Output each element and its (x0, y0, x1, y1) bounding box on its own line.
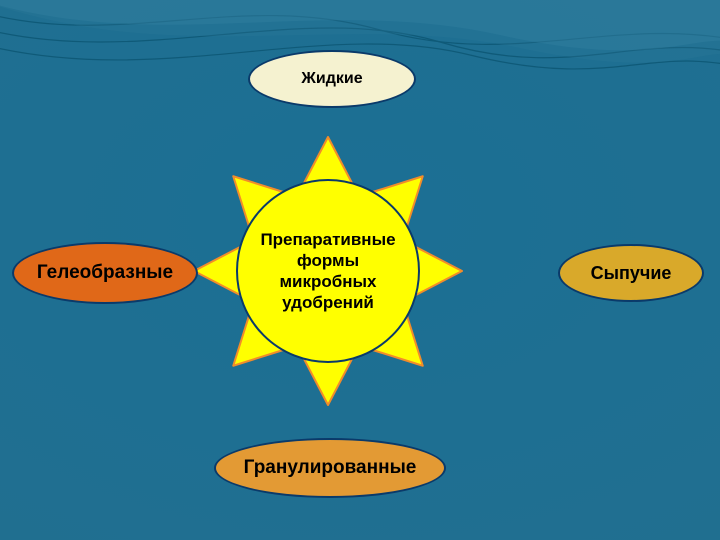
node-top-label: Жидкие (301, 70, 362, 88)
center-label: Препаративныеформымикробныхудобрений (260, 229, 395, 314)
slide: Препаративныеформымикробныхудобрений Жид… (0, 0, 720, 540)
node-left: Гелеобразные (12, 242, 198, 304)
node-left-label: Гелеобразные (37, 262, 173, 284)
node-right-label: Сыпучие (591, 263, 672, 284)
node-top: Жидкие (248, 50, 416, 108)
center-sun: Препаративныеформымикробныхудобрений (236, 179, 420, 363)
node-bottom: Гранулированные (214, 438, 446, 498)
node-right: Сыпучие (558, 244, 704, 302)
node-bottom-label: Гранулированные (244, 457, 417, 479)
center-node: Препаративныеформымикробныхудобрений (236, 179, 420, 363)
